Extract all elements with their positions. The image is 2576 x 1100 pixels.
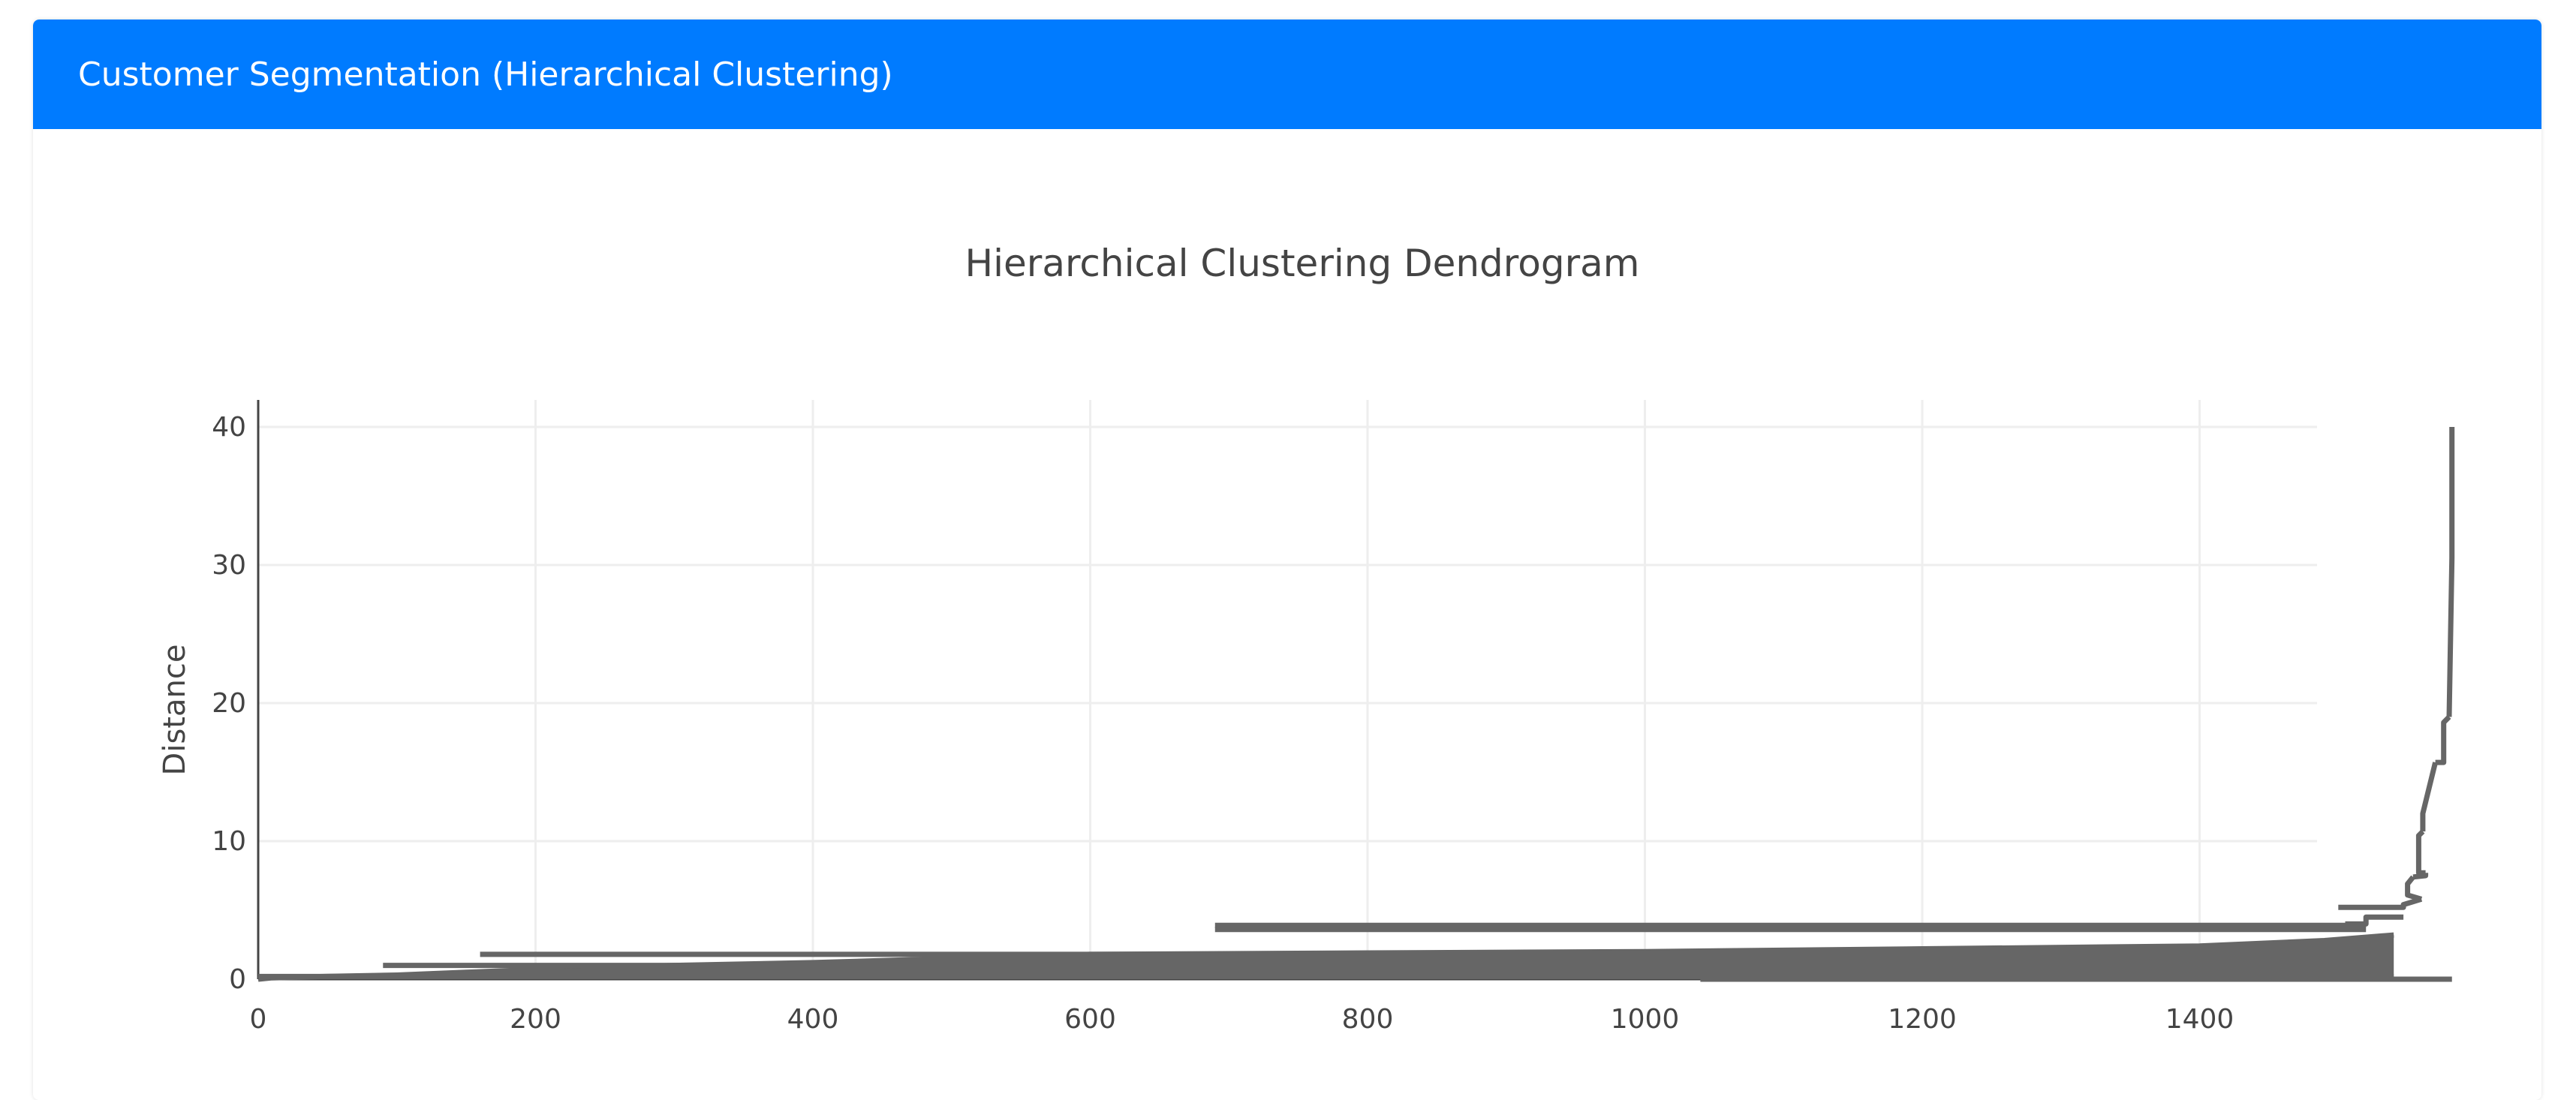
y-tick-label: 30 (212, 550, 246, 581)
x-tick-label: 800 (1342, 1004, 1394, 1035)
dendrogram-links (257, 427, 2455, 982)
dendrogram-link (2435, 714, 2451, 765)
x-tick-label: 0 (250, 1004, 267, 1035)
dendrogram-link (2415, 829, 2426, 876)
y-tick-label: 40 (212, 412, 246, 443)
y-tick-label: 0 (229, 964, 246, 995)
dendrogram-link (2338, 896, 2423, 910)
x-tick-label: 1000 (1611, 1004, 1680, 1035)
chart-card: Customer Segmentation (Hierarchical Clus… (33, 20, 2541, 1100)
chart-title: Hierarchical Clustering Dendrogram (965, 242, 1640, 285)
x-tick-label: 200 (510, 1004, 561, 1035)
gridlines (258, 400, 2317, 979)
x-tick-label: 1200 (1888, 1004, 1957, 1035)
axes: 0 200 400 600 800 1000 1200 1400 0 10 20 30 40 (212, 400, 2317, 1035)
y-tick-label: 20 (212, 688, 246, 719)
dendrogram-chart: 0 200 400 600 800 1000 1200 1400 0 10 20 30 40 Hiera… (158, 242, 2455, 1035)
x-tick-label: 600 (1064, 1004, 1116, 1035)
dendrogram-link (2446, 427, 2455, 717)
x-tick-label: 400 (787, 1004, 839, 1035)
dendrogram-link (2405, 875, 2423, 902)
y-tick-label: 10 (212, 826, 246, 857)
card-title: Customer Segmentation (Hierarchical Clus… (78, 55, 893, 94)
dendrogram-dense-links (258, 935, 2394, 979)
card-header: Customer Segmentation (Hierarchical Clus… (33, 20, 2541, 129)
y-axis-title: Distance (158, 645, 192, 776)
dendrogram-link (2412, 873, 2429, 880)
dendrogram-link (2420, 762, 2438, 832)
x-tick-label: 1400 (2165, 1004, 2234, 1035)
